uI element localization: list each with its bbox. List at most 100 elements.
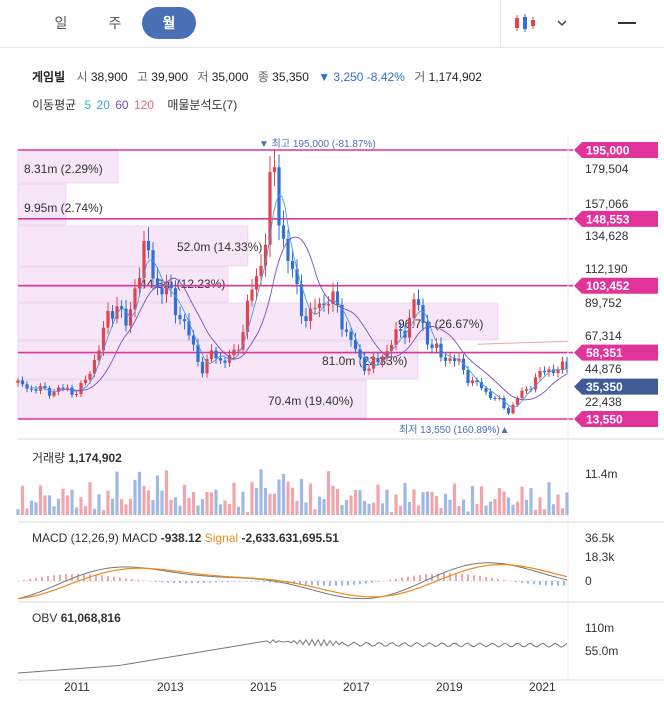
candle-down [484, 388, 488, 392]
volume-bar [178, 505, 182, 515]
x-axis-label: 2013 [157, 680, 184, 694]
volume-bar [205, 491, 209, 515]
candle-up [538, 370, 542, 378]
candle-down [425, 322, 430, 345]
candle-down [430, 344, 434, 348]
macd-histogram-bar [461, 573, 463, 581]
candle-down [421, 304, 425, 323]
ma-60[interactable]: 60 [115, 98, 129, 112]
volume-profile-label[interactable]: 매물분석도(7) [167, 98, 238, 112]
macd-line [17, 562, 568, 600]
open-label: 시 [76, 70, 88, 84]
macd-axis-label: 36.5k [585, 531, 615, 545]
volume-bar [529, 488, 533, 515]
candle-up [380, 357, 385, 363]
candle-up [79, 383, 83, 395]
candle-up [209, 350, 214, 359]
volume-bar [214, 489, 218, 515]
candle-up [268, 171, 272, 245]
macd-histogram-bar [113, 576, 115, 581]
candle-up [115, 306, 119, 319]
volume-bar [236, 506, 241, 515]
volume-bar [97, 494, 101, 515]
candle-up [245, 300, 250, 332]
ma-120[interactable]: 120 [133, 98, 154, 112]
volume-profile-bar [17, 225, 249, 267]
candle-up [515, 397, 520, 405]
macd-histogram-bar [155, 581, 157, 582]
price-level-tag [574, 142, 658, 158]
candle-up [272, 167, 277, 172]
volume-bar [263, 487, 268, 515]
candle-down [349, 331, 353, 340]
volume-bar [259, 469, 263, 515]
candle-down [290, 260, 295, 269]
tab-month[interactable]: 월 [142, 7, 196, 39]
candle-down [299, 284, 304, 317]
candle-up [56, 387, 61, 393]
volume-bar [353, 489, 358, 515]
price-level-tag-label: 13,550 [586, 413, 623, 427]
volume-bar [412, 489, 416, 515]
macd-histogram-bar [425, 574, 427, 581]
candle-up [83, 379, 88, 384]
price-chart[interactable]: 8.31m (2.29%) 9.95m (2.74%) 52.0m (14.33%)… [0, 135, 664, 715]
candle-down [110, 311, 115, 319]
signal-label: Signal [205, 531, 242, 545]
volume-bar [83, 506, 88, 515]
volume-bar [430, 491, 434, 515]
candle-down [542, 370, 547, 373]
macd-histogram-bar [59, 574, 61, 581]
volume-bar [340, 505, 344, 515]
candle-up [133, 288, 137, 310]
candle-up [241, 331, 245, 350]
candle-down [479, 382, 484, 389]
volume-bar [479, 486, 484, 515]
candle-up [106, 311, 110, 328]
macd-label: MACD [122, 531, 161, 545]
volume-bar [119, 499, 124, 515]
chart-type-button[interactable] [512, 10, 582, 36]
macd-histogram-bar [521, 581, 523, 583]
macd-histogram-bar [305, 581, 307, 585]
macd-histogram-bar [557, 581, 559, 586]
volume-bar [488, 501, 493, 515]
quote-summary: 게임빌 시 38,900 고 39,900 저 35,000 종 35,350 … [32, 68, 488, 85]
menu-button[interactable] [612, 10, 642, 36]
macd-histogram-bar [407, 576, 409, 581]
candle-up [331, 291, 335, 304]
macd-histogram-bar [449, 573, 451, 581]
volume-bar [385, 489, 389, 515]
macd-histogram-bar [131, 579, 133, 581]
volume-bar [416, 505, 421, 515]
ma-5[interactable]: 5 [84, 98, 92, 112]
candle-down [182, 319, 187, 322]
candle-down [61, 387, 65, 389]
volume-bar [520, 486, 524, 515]
macd-histogram-bar [323, 581, 325, 586]
candle-up [367, 368, 371, 371]
ma-20-line [29, 194, 568, 408]
volume-bar [110, 498, 115, 515]
macd-histogram-bar [263, 581, 265, 583]
price-axis-label: 112,190 [585, 262, 628, 276]
volume-value: 1,174,902 [428, 70, 482, 84]
tab-week[interactable]: 주 [108, 15, 122, 31]
macd-histogram-bar [335, 581, 337, 586]
volume-bar [272, 493, 277, 515]
volume-panel-label: 거래량 1,174,902 [32, 451, 122, 465]
volume-bar [565, 492, 569, 515]
volume-bar [484, 505, 488, 515]
ma-20[interactable]: 20 [96, 98, 110, 112]
macd-histogram-bar [233, 581, 235, 582]
candle-down [169, 284, 173, 289]
price-axis-label: 157,066 [585, 197, 629, 211]
volume-bar [286, 481, 290, 515]
candle-down [398, 329, 403, 331]
macd-histogram-bar [413, 575, 415, 581]
volume-bar [448, 499, 452, 515]
macd-histogram-bar [95, 574, 97, 581]
volume-bar [497, 488, 502, 515]
tab-day[interactable]: 일 [54, 15, 68, 31]
volume-bar [502, 491, 506, 515]
